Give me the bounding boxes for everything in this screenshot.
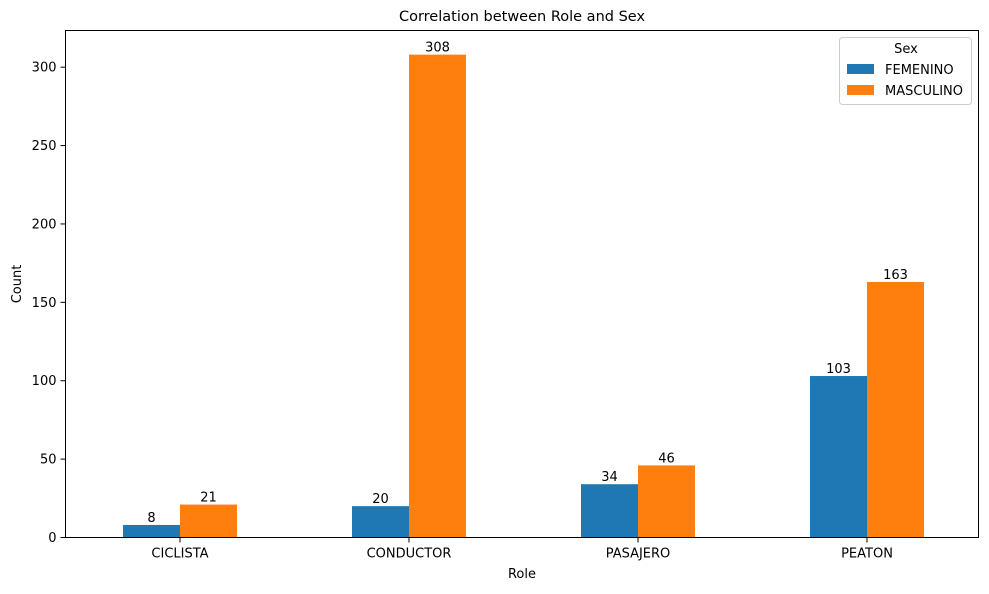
bar-label-ciclista-masculino: 21 (200, 491, 217, 506)
bars-group (123, 54, 924, 538)
x-axis: CICLISTA CONDUCTOR PASAJERO PEATON (151, 537, 893, 562)
x-tick-label-ciclista: CICLISTA (151, 547, 208, 562)
y-tick-label-50: 50 (40, 453, 57, 468)
x-tick-label-peaton: PEATON (841, 547, 893, 562)
bar-pasajero-femenino (581, 484, 638, 538)
bar-label-peaton-femenino: 103 (826, 362, 851, 377)
y-tick-label-300: 300 (32, 61, 57, 76)
bar-ciclista-masculino (180, 504, 237, 538)
y-tick-label-0: 0 (48, 531, 56, 546)
chart-title: Correlation between Role and Sex (399, 9, 645, 25)
bar-conductor-femenino (352, 506, 409, 538)
bar-pasajero-masculino (638, 465, 695, 538)
y-tick-label-150: 150 (32, 296, 57, 311)
legend-title: Sex (894, 42, 918, 57)
legend-label-femenino: FEMENINO (885, 63, 954, 78)
bar-conductor-masculino (409, 54, 466, 538)
x-tick-label-pasajero: PASAJERO (606, 547, 671, 562)
y-axis: 0 50 100 150 200 250 300 (32, 61, 66, 546)
bar-label-conductor-masculino: 308 (425, 41, 450, 56)
y-tick-label-100: 100 (32, 374, 57, 389)
legend-label-masculino: MASCULINO (885, 84, 963, 99)
bar-label-peaton-masculino: 163 (883, 268, 908, 283)
bar-label-ciclista-femenino: 8 (147, 511, 155, 526)
bar-ciclista-femenino (123, 524, 180, 538)
bar-peaton-masculino (867, 281, 924, 538)
legend: Sex FEMENINO MASCULINO (839, 37, 972, 105)
bar-value-labels: 8 20 34 103 21 308 46 163 (147, 41, 908, 526)
y-tick-label-250: 250 (32, 139, 57, 154)
bar-peaton-femenino (810, 376, 867, 538)
legend-swatch-femenino (847, 64, 874, 74)
bar-label-pasajero-femenino: 34 (601, 470, 618, 485)
x-axis-label: Role (508, 567, 536, 582)
plot-frame (65, 30, 979, 538)
y-tick-label-200: 200 (32, 217, 57, 232)
legend-swatch-masculino (847, 85, 874, 95)
bar-label-conductor-femenino: 20 (372, 492, 389, 507)
bar-label-pasajero-masculino: 46 (658, 451, 675, 466)
y-axis-label: Count (10, 265, 25, 304)
x-tick-label-conductor: CONDUCTOR (367, 547, 452, 562)
